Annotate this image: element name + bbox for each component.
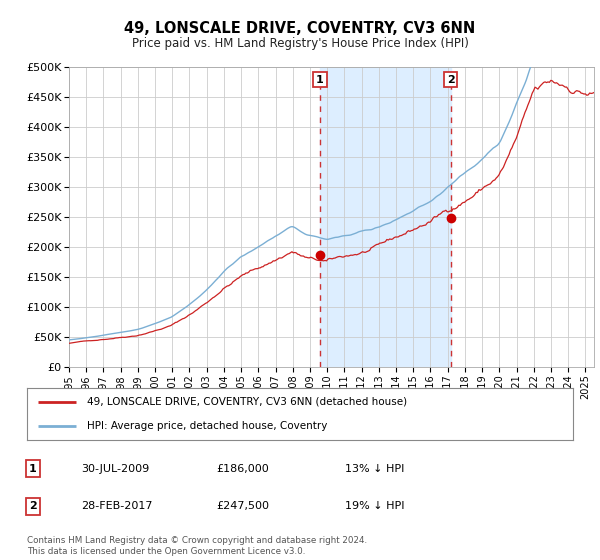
Text: £186,000: £186,000	[216, 464, 269, 474]
Text: 30-JUL-2009: 30-JUL-2009	[81, 464, 149, 474]
Text: Price paid vs. HM Land Registry's House Price Index (HPI): Price paid vs. HM Land Registry's House …	[131, 37, 469, 50]
Text: 2: 2	[29, 501, 37, 511]
Text: 13% ↓ HPI: 13% ↓ HPI	[345, 464, 404, 474]
Text: Contains HM Land Registry data © Crown copyright and database right 2024.
This d: Contains HM Land Registry data © Crown c…	[27, 536, 367, 556]
Text: 2: 2	[447, 74, 454, 85]
Text: HPI: Average price, detached house, Coventry: HPI: Average price, detached house, Cove…	[87, 421, 328, 431]
Text: 49, LONSCALE DRIVE, COVENTRY, CV3 6NN (detached house): 49, LONSCALE DRIVE, COVENTRY, CV3 6NN (d…	[87, 397, 407, 407]
Bar	[320, 67, 451, 367]
Text: 1: 1	[316, 74, 324, 85]
Text: £247,500: £247,500	[216, 501, 269, 511]
Text: 19% ↓ HPI: 19% ↓ HPI	[345, 501, 404, 511]
Text: 49, LONSCALE DRIVE, COVENTRY, CV3 6NN: 49, LONSCALE DRIVE, COVENTRY, CV3 6NN	[124, 21, 476, 36]
Text: 28-FEB-2017: 28-FEB-2017	[81, 501, 152, 511]
Text: 1: 1	[29, 464, 37, 474]
